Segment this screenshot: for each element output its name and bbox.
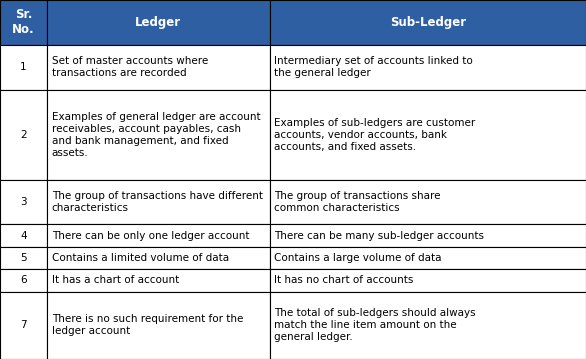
Bar	[47, 180, 270, 224]
Text: Sub-Ledger: Sub-Ledger	[390, 16, 466, 29]
Bar	[47, 0, 270, 45]
Text: 2: 2	[20, 130, 27, 140]
Text: Intermediary set of accounts linked to
the general ledger: Intermediary set of accounts linked to t…	[274, 56, 473, 78]
Bar	[47, 247, 270, 269]
Text: 4: 4	[20, 230, 27, 241]
Text: Contains a large volume of data: Contains a large volume of data	[274, 253, 442, 263]
Bar	[0, 0, 47, 45]
Text: Examples of sub-ledgers are customer
accounts, vendor accounts, bank
accounts, a: Examples of sub-ledgers are customer acc…	[274, 118, 475, 151]
Text: Set of master accounts where
transactions are recorded: Set of master accounts where transaction…	[52, 56, 208, 78]
Bar	[0, 180, 47, 224]
Text: Contains a limited volume of data: Contains a limited volume of data	[52, 253, 229, 263]
Text: It has no chart of accounts: It has no chart of accounts	[274, 275, 414, 285]
Bar	[270, 45, 586, 90]
Bar	[0, 90, 47, 180]
Text: 7: 7	[20, 320, 27, 330]
Bar	[270, 269, 586, 292]
Bar	[47, 224, 270, 247]
Text: The total of sub-ledgers should always
match the line item amount on the
general: The total of sub-ledgers should always m…	[274, 308, 476, 342]
Text: The group of transactions share
common characteristics: The group of transactions share common c…	[274, 191, 441, 213]
Text: There can be many sub-ledger accounts: There can be many sub-ledger accounts	[274, 230, 484, 241]
Text: 5: 5	[20, 253, 27, 263]
Text: 3: 3	[20, 197, 27, 207]
Bar	[270, 224, 586, 247]
Text: Sr.
No.: Sr. No.	[12, 9, 35, 36]
Text: Ledger: Ledger	[135, 16, 181, 29]
Bar	[47, 292, 270, 359]
Bar	[0, 247, 47, 269]
Bar	[0, 292, 47, 359]
Bar	[47, 269, 270, 292]
Bar	[0, 45, 47, 90]
Bar	[0, 224, 47, 247]
Bar	[47, 45, 270, 90]
Bar	[270, 292, 586, 359]
Text: Examples of general ledger are account
receivables, account payables, cash
and b: Examples of general ledger are account r…	[52, 112, 260, 158]
Bar	[270, 247, 586, 269]
Text: The group of transactions have different
characteristics: The group of transactions have different…	[52, 191, 263, 213]
Text: 1: 1	[20, 62, 27, 72]
Bar	[270, 0, 586, 45]
Bar	[0, 269, 47, 292]
Text: There can be only one ledger account: There can be only one ledger account	[52, 230, 249, 241]
Bar	[270, 90, 586, 180]
Bar	[270, 180, 586, 224]
Bar	[47, 90, 270, 180]
Text: There is no such requirement for the
ledger account: There is no such requirement for the led…	[52, 314, 243, 336]
Text: 6: 6	[20, 275, 27, 285]
Text: It has a chart of account: It has a chart of account	[52, 275, 179, 285]
